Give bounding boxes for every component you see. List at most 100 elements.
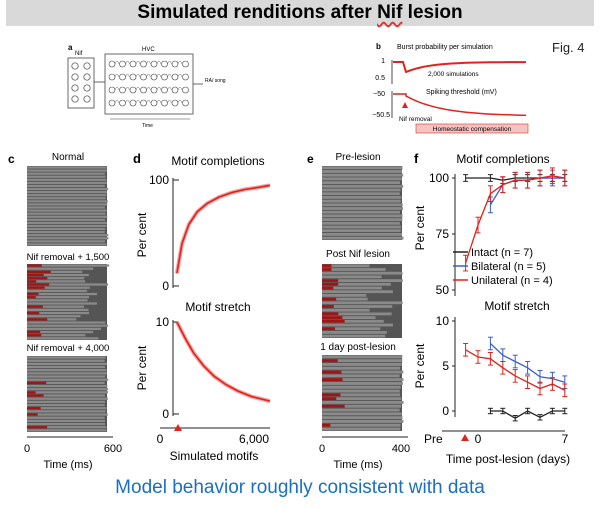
title-suffix: lesion <box>402 2 463 23</box>
raster-row <box>322 308 370 312</box>
raster-row <box>27 378 109 381</box>
raster-row <box>27 280 86 283</box>
f-xlabel: Time post-lesion (days) <box>446 452 570 466</box>
raster-row <box>27 311 90 315</box>
raster-row <box>322 268 386 271</box>
raster-row <box>27 187 109 191</box>
c-label-1500: Nif removal + 1,500 <box>27 252 110 263</box>
nif-neuron <box>83 62 91 70</box>
raster-row <box>27 175 106 178</box>
raster-row <box>27 273 89 277</box>
raster-row <box>27 369 107 372</box>
raster-row <box>27 413 108 416</box>
raster-lesion-mark <box>322 423 331 427</box>
raster-row <box>322 271 403 275</box>
raster-row <box>27 337 99 340</box>
raster-row <box>27 231 105 234</box>
raster-lesion-mark <box>27 407 41 410</box>
hvc-neuron <box>140 73 147 81</box>
raster-row <box>27 296 90 299</box>
raster-row <box>27 224 107 228</box>
raster-row <box>27 221 107 224</box>
f-top-title: Motif completions <box>456 152 549 166</box>
raster-row <box>322 173 404 177</box>
b-ytick-05: 0.5 <box>375 75 385 82</box>
raster-row <box>27 384 108 388</box>
raster-lesion-mark <box>322 359 338 363</box>
raster-row <box>27 178 107 181</box>
raster-row <box>322 282 391 286</box>
raster-row <box>27 227 106 231</box>
d-ytick-label: 0 <box>162 279 169 293</box>
raster-row <box>27 308 89 311</box>
hvc-neuron <box>108 73 116 81</box>
hvc-connection <box>125 99 130 104</box>
raster-row <box>322 389 400 393</box>
raster-row <box>27 172 106 175</box>
raster-lesion-mark <box>27 283 50 286</box>
raster-row <box>322 275 382 279</box>
raster-row <box>322 366 401 370</box>
raster-row <box>322 385 401 389</box>
raster-row <box>27 429 107 432</box>
raster-row <box>27 237 109 240</box>
panel-e-letter: e <box>307 152 314 166</box>
raster-row <box>322 401 404 404</box>
raster-lesion-mark <box>27 381 47 384</box>
raster-row <box>322 264 370 268</box>
nif-neuron <box>71 95 79 103</box>
legend-bilateral: Bilateral (n = 5) <box>471 261 546 273</box>
f-ytick-label: 0 <box>442 404 449 418</box>
raster-row <box>27 218 106 221</box>
nif-neuron <box>71 62 79 70</box>
raster-row <box>27 209 107 212</box>
hvc-connection <box>135 60 141 65</box>
raster-lesion-mark <box>322 279 339 282</box>
raster-lesion-mark <box>27 292 39 296</box>
raster-e <box>322 166 404 431</box>
d-ytick-label: 100 <box>149 173 169 187</box>
raster-row <box>27 330 94 334</box>
raster-row <box>322 316 376 319</box>
hvc-neurons <box>108 60 189 107</box>
raster-row <box>322 423 401 427</box>
raster-row <box>322 166 403 170</box>
hvc-connection <box>156 73 162 78</box>
raster-block <box>27 264 107 340</box>
hvc-neuron <box>171 86 179 94</box>
raster-row <box>27 365 105 369</box>
raster-row <box>27 270 83 273</box>
hvc-connection <box>125 73 130 78</box>
hvc-connection <box>114 60 120 65</box>
hvc-neuron <box>129 99 137 107</box>
d-top-title: Motif completions <box>171 154 264 168</box>
b-ytick-m50: −50 <box>373 91 385 98</box>
raster-row <box>322 225 401 229</box>
raster-row <box>27 212 106 215</box>
raster-row <box>27 215 108 218</box>
raster-row <box>27 200 108 203</box>
raster-row <box>27 381 105 384</box>
f-lesion-marker <box>461 434 469 441</box>
raster-lesion-mark <box>27 426 48 429</box>
raster-row <box>27 184 105 188</box>
raster-lesion-mark <box>27 311 40 315</box>
hvc-connection <box>167 86 172 91</box>
raster-lesion-mark <box>322 319 345 323</box>
raster-row <box>322 355 403 359</box>
panel-d: d Motif completions Motif stretch Per ce… <box>133 151 271 463</box>
d-top-ylabel: Per cent <box>135 212 149 257</box>
raster-lesion-mark <box>27 318 48 321</box>
hvc-neuron <box>108 60 116 68</box>
raster-row <box>27 206 105 209</box>
panel-c: c Normal Nif removal + 1,500 Nif removal… <box>8 152 122 471</box>
raster-lesion-mark <box>322 268 332 271</box>
d-nif-removal-marker <box>174 424 182 431</box>
raster-row <box>27 324 109 327</box>
raster-row <box>322 374 400 378</box>
raster-row <box>27 422 106 426</box>
hvc-connection <box>146 73 151 78</box>
raster-row <box>322 404 402 408</box>
